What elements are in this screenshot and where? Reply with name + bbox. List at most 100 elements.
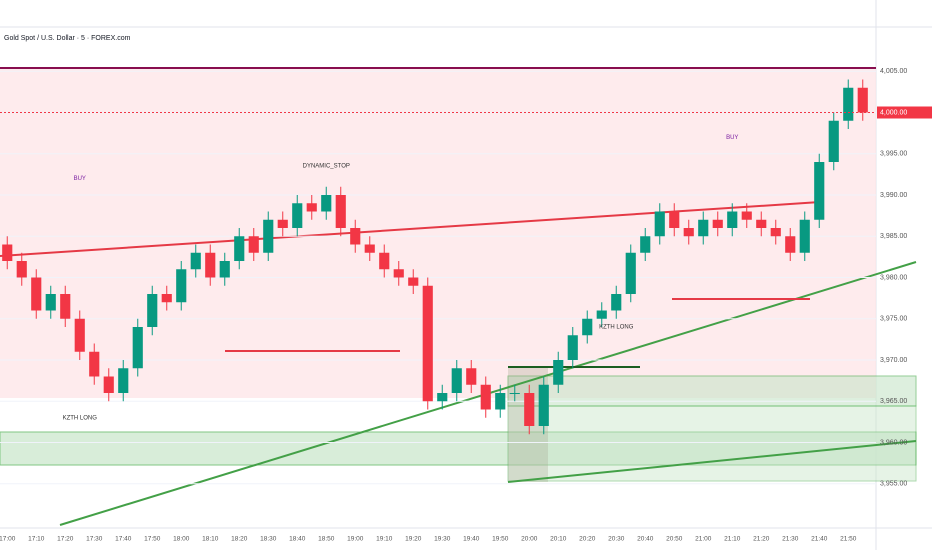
candle-body <box>263 219 274 253</box>
x-tick-label: 17:00 <box>0 536 16 543</box>
x-tick-label: 17:40 <box>115 536 132 543</box>
annotation: KZTH LONG <box>63 415 98 421</box>
annotation: BUY <box>74 176 86 182</box>
y-tick-label: 3,970.00 <box>880 357 907 364</box>
candle-body <box>712 219 723 228</box>
y-tick-label: 3,960.00 <box>880 439 907 446</box>
candle-body <box>176 269 187 303</box>
x-tick-label: 18:00 <box>173 536 190 543</box>
candle-body <box>785 236 796 253</box>
y-tick-label: 3,955.00 <box>880 481 907 488</box>
y-tick-label: 3,965.00 <box>880 398 907 405</box>
candle-body <box>205 252 216 278</box>
y-tick-label: 3,975.00 <box>880 316 907 323</box>
candle-body <box>364 244 375 253</box>
candle-body <box>582 318 593 336</box>
candle-body <box>31 277 42 311</box>
y-tick-label: 4,005.00 <box>880 68 907 75</box>
candle-body <box>611 294 622 311</box>
x-tick-label: 20:00 <box>521 536 538 543</box>
candle-body <box>799 219 810 253</box>
x-tick-label: 20:20 <box>579 536 596 543</box>
x-tick-label: 19:20 <box>405 536 422 543</box>
candle-body <box>321 195 332 212</box>
candle-body <box>509 393 520 394</box>
candle-body <box>118 368 129 393</box>
candle-body <box>393 269 404 278</box>
candle-body <box>422 285 433 402</box>
candle-body <box>147 294 158 327</box>
zone <box>0 431 917 466</box>
zone <box>507 405 917 482</box>
candle-body <box>698 219 709 237</box>
candle-body <box>741 211 752 220</box>
x-tick-label: 21:40 <box>811 536 828 543</box>
candle-body <box>89 351 100 377</box>
candle-body <box>770 228 781 237</box>
candle-body <box>408 277 419 286</box>
overlay: 4,000.00 BUY DYNAMIC_STOP KZTH LONG KZTH LON… <box>0 106 932 421</box>
candle-body <box>451 368 462 393</box>
candle-body <box>45 294 56 311</box>
candle-body <box>480 384 491 410</box>
zone <box>0 68 876 398</box>
x-tick-label: 19:50 <box>492 536 509 543</box>
x-tick-label: 21:30 <box>782 536 799 543</box>
x-tick-label: 17:50 <box>144 536 161 543</box>
candle-body <box>234 236 245 261</box>
x-tick-label: 21:20 <box>753 536 770 543</box>
candle-body <box>292 203 303 228</box>
chart-title: Gold Spot / U.S. Dollar · 5 · FOREX.com <box>4 35 131 42</box>
last-price-box <box>877 106 932 119</box>
annotation: KZTH LONG <box>599 325 634 331</box>
candle-body <box>306 203 317 212</box>
candle-body <box>190 252 201 270</box>
x-tick-label: 18:30 <box>260 536 277 543</box>
candle-body <box>727 211 738 228</box>
candle-body <box>843 87 854 121</box>
x-tick-label: 19:00 <box>347 536 364 543</box>
candle-body <box>2 244 13 261</box>
candle-body <box>60 294 71 319</box>
x-tick-label: 19:40 <box>463 536 480 543</box>
x-tick-label: 20:50 <box>666 536 683 543</box>
candle-body <box>437 393 448 402</box>
candle-body <box>524 393 535 426</box>
grid: 3,955.00 3,960.00 3,965.00 3,970.00 3,975.00… <box>0 68 907 543</box>
candle-body <box>669 211 680 228</box>
candle-body <box>756 219 767 228</box>
candle-body <box>495 393 506 410</box>
y-tick-label: 3,990.00 <box>880 192 907 199</box>
x-tick-label: 21:10 <box>724 536 741 543</box>
candle-body <box>379 252 390 270</box>
candle-body <box>103 376 114 393</box>
candle-body <box>538 384 549 426</box>
x-tick-label: 21:00 <box>695 536 712 543</box>
candle-body <box>828 120 839 162</box>
candle-body <box>814 162 825 220</box>
candle-body <box>466 368 477 385</box>
x-tick-label: 21:50 <box>840 536 857 543</box>
x-tick-label: 18:50 <box>318 536 335 543</box>
x-tick-label: 17:30 <box>86 536 103 543</box>
candle-body <box>74 318 85 352</box>
candle-body <box>640 236 651 253</box>
y-tick-label: 3,980.00 <box>880 274 907 281</box>
x-tick-label: 18:20 <box>231 536 248 543</box>
x-tick-label: 19:30 <box>434 536 451 543</box>
annotation: BUY <box>726 135 738 141</box>
candle-body <box>625 252 636 294</box>
y-tick-label: 3,985.00 <box>880 233 907 240</box>
candle-body <box>567 335 578 360</box>
x-tick-label: 20:40 <box>637 536 654 543</box>
x-tick-label: 17:10 <box>28 536 45 543</box>
candle-body <box>654 211 665 237</box>
candle-body <box>132 327 143 369</box>
candle-body <box>553 360 564 385</box>
candle-body <box>335 195 346 228</box>
candle-body <box>683 228 694 237</box>
candle-body <box>596 310 607 319</box>
candle-body <box>161 294 172 303</box>
